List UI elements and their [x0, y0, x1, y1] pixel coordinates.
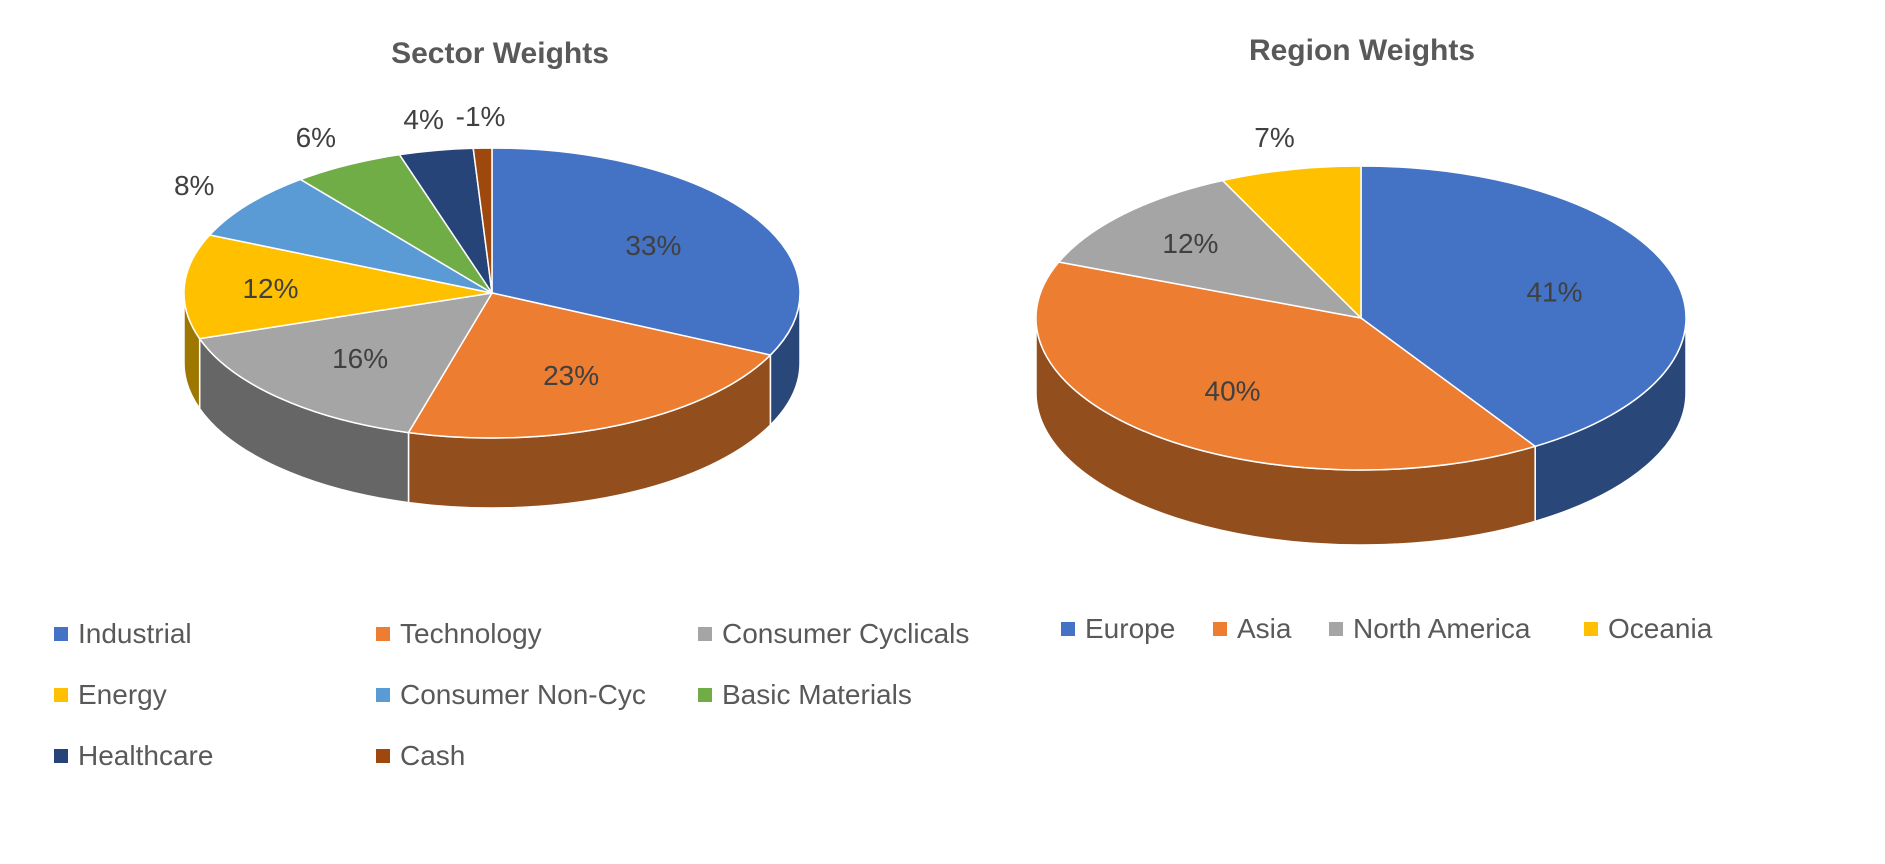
- legend-item-oceania: Oceania: [1584, 613, 1712, 645]
- data-label-basic-materials: 6%: [296, 122, 336, 153]
- slice-asia: [1035, 261, 1537, 471]
- legend-item-north-america: North America: [1329, 613, 1530, 645]
- legend-item-consumer-cyclicals: Consumer Cyclicals: [698, 618, 969, 650]
- slice-technology: [407, 292, 772, 439]
- slice-consumer-non-cyc: [208, 178, 493, 294]
- data-label-industrial: 33%: [625, 230, 681, 261]
- region-weights-chart: Region Weights 41% 40% 12% 7%: [1035, 34, 1687, 546]
- legend-swatch-north-america: [1329, 622, 1343, 636]
- legend-item-asia: Asia: [1213, 613, 1291, 645]
- legend-item-europe: Europe: [1061, 613, 1175, 645]
- slice-energy: [183, 234, 493, 340]
- legend-swatch-energy: [54, 688, 68, 702]
- data-label-north-america: 12%: [1162, 228, 1218, 259]
- data-label-consumer-cyclicals: 16%: [332, 343, 388, 374]
- region-weights-title: Region Weights: [1249, 34, 1475, 67]
- legend-label-consumer-non-cyc: Consumer Non-Cyc: [400, 679, 646, 710]
- legend-label-europe: Europe: [1085, 613, 1176, 644]
- legend-label-consumer-cyclicals: Consumer Cyclicals: [722, 618, 970, 649]
- legend-label-energy: Energy: [78, 679, 167, 710]
- legend-swatch-asia: [1213, 622, 1227, 636]
- data-label-europe: 41%: [1526, 277, 1582, 308]
- slice-industrial: [491, 147, 801, 356]
- legend-item-basic-materials: Basic Materials: [698, 679, 912, 711]
- data-label-asia: 40%: [1205, 376, 1261, 407]
- legend-item-cash: Cash: [376, 740, 465, 772]
- data-label-cash: -1%: [456, 101, 506, 132]
- legend-item-technology: Technology: [376, 618, 542, 650]
- sector-weights-chart: Sector Weights 33% 23% 16% 12% 8% 6% 4% -1%: [174, 37, 801, 509]
- slice-oceania: [1221, 165, 1362, 320]
- slice-cash: [472, 147, 493, 294]
- slice-north-america: [1057, 179, 1364, 320]
- data-label-consumer-non-cyc: 8%: [174, 170, 214, 201]
- legend-label-industrial: Industrial: [78, 618, 192, 649]
- legend-swatch-industrial: [54, 627, 68, 641]
- data-label-oceania: 7%: [1254, 122, 1294, 153]
- sector-weights-title: Sector Weights: [391, 37, 609, 70]
- legend-label-cash: Cash: [400, 740, 466, 771]
- legend-item-industrial: Industrial: [54, 618, 192, 650]
- legend-swatch-consumer-non-cyc: [376, 688, 390, 702]
- legend-item-consumer-non-cyc: Consumer Non-Cyc: [376, 679, 646, 711]
- legend-swatch-europe: [1061, 622, 1075, 636]
- legend-item-energy: Energy: [54, 679, 167, 711]
- legend-swatch-consumer-cyclicals: [698, 627, 712, 641]
- legend-label-north-america: North America: [1353, 613, 1531, 644]
- legend-item-healthcare: Healthcare: [54, 740, 213, 772]
- legend-label-asia: Asia: [1237, 613, 1292, 644]
- slice-europe: [1360, 165, 1687, 448]
- legend-swatch-technology: [376, 627, 390, 641]
- legend-label-healthcare: Healthcare: [78, 740, 214, 771]
- data-label-energy: 12%: [242, 273, 298, 304]
- legend-swatch-oceania: [1584, 622, 1598, 636]
- legend-label-technology: Technology: [400, 618, 542, 649]
- legend-swatch-basic-materials: [698, 688, 712, 702]
- legend-swatch-cash: [376, 749, 390, 763]
- data-label-technology: 23%: [543, 360, 599, 391]
- legend-label-basic-materials: Basic Materials: [722, 679, 912, 710]
- legend-swatch-healthcare: [54, 749, 68, 763]
- data-label-healthcare: 4%: [403, 104, 443, 135]
- legend-label-oceania: Oceania: [1608, 613, 1713, 644]
